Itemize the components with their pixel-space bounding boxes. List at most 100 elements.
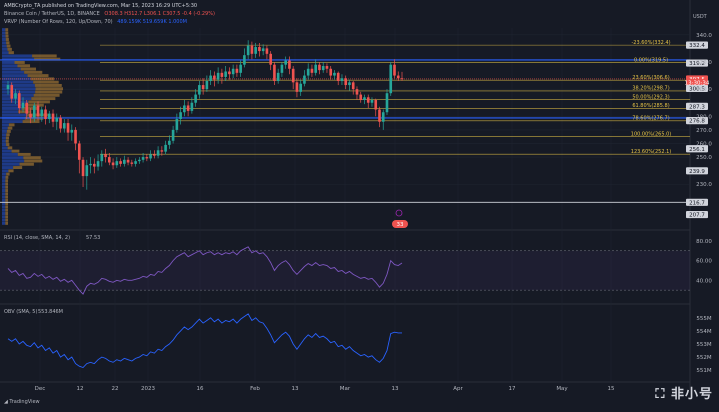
price-tag-box — [686, 198, 708, 206]
candle-body — [336, 72, 340, 81]
vrvp-bar-down — [5, 202, 8, 206]
candle-body — [100, 154, 104, 162]
vrvp-bar-up — [2, 133, 7, 137]
vrvp-bar-down — [5, 136, 10, 140]
candle-body — [6, 85, 10, 90]
rsi-pane: RSI (14, close, SMA, 14, 2) 57.53 80.00 60.… — [0, 235, 712, 295]
vrvp-bar-down — [31, 97, 56, 101]
candle-body — [280, 64, 284, 73]
vrvp-bar-up — [2, 93, 34, 97]
candle-body — [74, 129, 77, 144]
vrvp-bar-down — [13, 166, 23, 170]
price-tag-box — [686, 41, 708, 49]
vrvp-bar-down — [28, 100, 50, 104]
fib-level-label: 61.80%(285.8) — [632, 103, 669, 109]
price-tag-label: 207.7 — [689, 213, 705, 219]
vrvp-bar-down — [5, 221, 8, 225]
fib-level-label: 50.00%(292.3) — [632, 94, 669, 100]
vrvp-bar-up — [2, 156, 24, 160]
candle-body — [59, 117, 62, 129]
vrvp-title: VRVP (Number Of Rows, 120, Up/Down, 70) — [4, 19, 113, 25]
ohlc-values: O308.3 H312.7 L306.1 C307.5 -0.4 (-0.29%… — [104, 11, 215, 17]
vrvp-bar-down — [6, 44, 11, 48]
vrvp-bar-up — [2, 87, 36, 91]
price-tag-box — [686, 84, 708, 93]
candle-body — [318, 64, 321, 71]
vrvp-bar-down — [5, 182, 9, 186]
obv-title: OBV (SMA, 5) — [4, 309, 37, 315]
candle-body — [10, 85, 14, 99]
symbol-header[interactable]: Binance Coin / TetherUS, 1D, BINANCE O30… — [4, 11, 215, 17]
vrvp-bar-up — [2, 106, 22, 110]
candle-body — [254, 47, 257, 54]
vrvp-bar-up — [2, 47, 8, 51]
price-tag-label: 13:30:34 — [685, 81, 710, 87]
price-axis-tick: 270.0 — [696, 128, 712, 134]
fib-level-label: 78.60%(276.7) — [632, 116, 669, 122]
candle-body — [198, 85, 201, 95]
vrvp-bar-up — [2, 143, 7, 147]
vrvp-bar-down — [6, 41, 10, 45]
vrvp-bar-up — [2, 120, 23, 124]
price-tag-box — [686, 102, 708, 110]
vrvp-bar-down — [5, 34, 9, 38]
level-lines — [0, 44, 690, 203]
fib-level-label: 23.60%(306.6) — [632, 75, 669, 81]
candle-body — [141, 157, 145, 160]
candle-body — [123, 159, 126, 164]
price-axis-tick: 250.0 — [696, 155, 712, 161]
vrvp-bar-up — [2, 83, 35, 87]
price-tag-label: 300.5 — [689, 86, 705, 92]
price-tag-label: 256.1 — [689, 147, 705, 153]
candle-body — [111, 162, 115, 166]
candle-body — [344, 78, 348, 86]
vrvp-bar-up — [2, 179, 6, 183]
candle-body — [325, 66, 329, 69]
vrvp-bar-up — [2, 31, 6, 35]
vrvp-bar-up — [2, 192, 6, 196]
vrvp-bar-up — [2, 41, 7, 45]
vrvp-bar-up — [2, 57, 35, 61]
vrvp-bar-down — [17, 152, 31, 156]
price-tag-label: 332.4 — [689, 43, 705, 49]
vrvp-bar-up — [2, 172, 7, 176]
candle-body — [261, 48, 265, 52]
tradingview-logo[interactable]: ◢ TradingView — [4, 399, 40, 405]
candle-body — [194, 94, 197, 103]
vrvp-bar-up — [2, 136, 6, 140]
vrvp-header[interactable]: VRVP (Number Of Rows, 120, Up/Down, 70) … — [4, 19, 187, 25]
vrvp-bar-up — [2, 149, 12, 153]
vrvp-bar-up — [2, 38, 6, 41]
vrvp-bar-up — [2, 74, 28, 78]
candle-body — [66, 123, 70, 133]
vrvp-bar-down — [19, 162, 34, 166]
vrvp-bar-down — [5, 208, 8, 212]
vrvp-bar-down — [5, 198, 8, 202]
candle-body — [92, 163, 96, 167]
event-marker[interactable]: 33 — [392, 209, 408, 228]
obv-axis-tick: 554M — [696, 329, 711, 335]
fib-level-label: 123.60%(252.1) — [631, 149, 672, 155]
candle-body — [269, 53, 272, 65]
vrvp-bar-down — [5, 175, 9, 179]
currency-label[interactable]: USDT — [693, 14, 707, 20]
candle-body — [359, 94, 363, 101]
vrvp-bar-down — [34, 57, 61, 61]
candle-body — [378, 109, 381, 122]
candle-body — [62, 123, 66, 129]
candle-body — [288, 60, 291, 69]
candle-body — [81, 159, 85, 177]
vrvp-values: 489.159K 519.659K 1.000M — [117, 19, 187, 25]
candle-body — [183, 105, 186, 113]
vrvp-bar-down — [27, 74, 49, 78]
candle-body — [149, 154, 152, 159]
fib-level-label: 100.00%(265.0) — [631, 131, 672, 137]
candle-body — [321, 66, 325, 71]
vrvp-bar-up — [2, 103, 25, 107]
vrvp-bar-up — [2, 113, 28, 117]
vrvp-bar-up — [2, 202, 6, 206]
axis-labels: 340.0 320.0 300.0 280.0 270.0 260.0 250.0 230.0… — [35, 33, 713, 392]
vrvp-bar-up — [2, 139, 6, 143]
